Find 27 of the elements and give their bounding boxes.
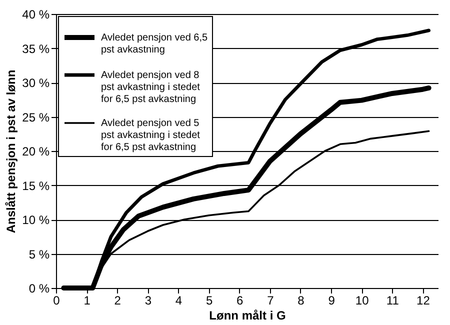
y-axis-title: Anslått pensjon i pst av lønn [4, 70, 18, 234]
x-tick-label: 1 [84, 294, 91, 308]
y-tick-label: 5 % [28, 247, 50, 262]
y-tick-label: 40 % [22, 8, 50, 22]
y-tick-label: 25 % [22, 110, 50, 124]
x-tick-label: 12 [416, 294, 430, 308]
x-tick-label: 7 [267, 294, 274, 308]
x-tick-label: 5 [206, 294, 213, 308]
y-tick-label: 35 % [22, 42, 50, 56]
y-tick-label: 0 % [28, 282, 50, 296]
x-tick-label: 8 [298, 294, 305, 308]
x-axis-title: Lønn målt i G [209, 308, 286, 322]
x-tick-label: 9 [328, 294, 336, 308]
x-tick-label: 0 [53, 294, 60, 308]
y-tick-label: 15 % [22, 178, 50, 193]
y-tick-label: 20 % [22, 144, 50, 158]
legend-label: Avledet pensjon ved 5 pst avkastning i stedet for 6,5 pst avkastning [101, 118, 200, 153]
x-tick-label: 4 [175, 294, 182, 308]
legend-label: Avledet pensjon ved 6,5 pst avkastning [101, 32, 208, 56]
y-tick-label: 30 % [22, 76, 50, 90]
x-tick-label: 10 [355, 294, 370, 308]
x-tick-label: 11 [386, 294, 400, 308]
x-tick-label: 3 [144, 294, 152, 308]
x-tick-label: 2 [114, 294, 122, 308]
x-tick-label: 6 [236, 294, 244, 308]
y-tick-label: 10 % [22, 213, 50, 227]
legend-label: Avledet pensjon ved 8 pst avkastning i stedet for 6,5 pst avkastning [101, 70, 200, 105]
